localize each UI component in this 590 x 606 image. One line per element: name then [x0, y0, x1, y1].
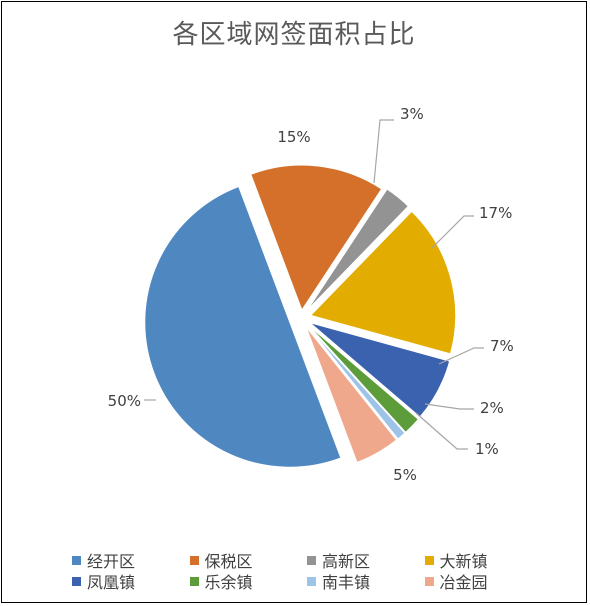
legend-swatch-icon	[424, 576, 434, 586]
data-label-5: 2%	[480, 399, 504, 417]
legend-label: 保税区	[204, 552, 253, 571]
data-label-3: 17%	[479, 204, 512, 222]
legend-swatch-icon	[307, 555, 316, 565]
pie-slice-6	[307, 325, 406, 440]
legend-item-3: 高新区	[307, 550, 425, 571]
legend-item-7: 南丰镇	[307, 571, 425, 592]
leader-line-6	[415, 412, 468, 450]
legend-swatch-icon	[72, 576, 81, 586]
pie-slice-5	[307, 324, 420, 434]
pie-slice-8	[144, 185, 342, 468]
data-label-1: 15%	[277, 128, 310, 146]
pie-slice-7	[305, 326, 398, 464]
legend: 经开区 保税区 高新区 大新镇凤凰镇 乐余镇 南丰镇 冶金园	[72, 550, 543, 592]
legend-item-2: 保税区	[189, 550, 308, 571]
legend-label: 经开区	[87, 552, 136, 571]
legend-label: 冶金园	[439, 573, 488, 592]
data-label-4: 7%	[490, 337, 514, 355]
data-label-7: 5%	[393, 466, 417, 484]
legend-item-1: 经开区	[72, 550, 190, 571]
legend-label: 高新区	[322, 552, 371, 571]
legend-swatch-icon	[72, 555, 81, 565]
data-label-8: 50%	[108, 392, 141, 410]
pie-slice-1	[250, 164, 383, 312]
chart-title: 各区域网签面积占比	[172, 20, 416, 50]
leader-line-3	[431, 215, 474, 249]
legend-swatch-icon	[424, 555, 434, 565]
pie-slice-3	[309, 210, 457, 355]
legend-label: 南丰镇	[322, 573, 371, 592]
legend-label: 乐余镇	[204, 573, 253, 592]
legend-item-5: 凤凰镇	[72, 571, 190, 592]
leader-line-4	[438, 347, 484, 365]
legend-label: 大新镇	[439, 552, 488, 571]
legend-swatch-icon	[189, 555, 199, 565]
legend-label: 凤凰镇	[87, 573, 136, 592]
legend-item-6: 乐余镇	[189, 571, 308, 592]
legend-item-8: 冶金园	[424, 571, 543, 592]
leader-line-2	[373, 119, 394, 184]
data-label-2: 3%	[400, 105, 424, 123]
pie-slice-2	[306, 188, 410, 311]
leader-line-5	[424, 403, 474, 410]
legend-swatch-icon	[189, 576, 199, 586]
legend-item-4: 大新镇	[424, 550, 543, 571]
data-label-6: 1%	[475, 440, 499, 458]
legend-swatch-icon	[307, 576, 316, 586]
